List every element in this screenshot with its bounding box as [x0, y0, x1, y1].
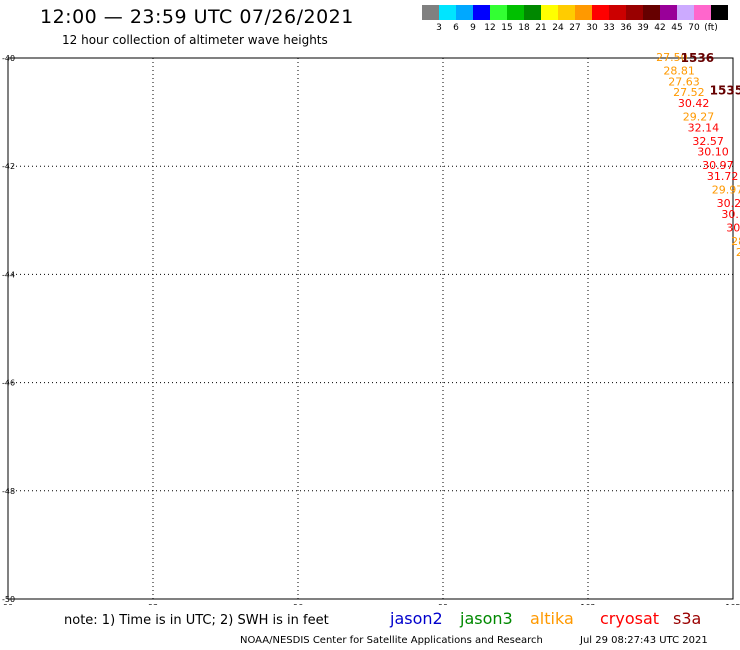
wave-height-value: 27.50 — [656, 51, 688, 64]
colorbar-swatch — [660, 5, 677, 20]
colorbar-label: 9 — [470, 23, 476, 33]
colorbar-label: 12 — [484, 23, 496, 33]
colorbar-label: 70 — [688, 23, 700, 33]
colorbar-swatch — [694, 5, 711, 20]
colorbar-swatch — [439, 5, 456, 20]
lon-tick-label: 105 — [725, 603, 740, 605]
wave-height-points: 27.5028.8127.6327.5230.4229.2732.1432.57… — [656, 51, 740, 259]
wave-height-value: 29.27 — [683, 111, 715, 124]
pass-time-label: 1536 — [681, 51, 714, 65]
legend-cryosat: cryosat — [600, 609, 660, 628]
units-note: note: 1) Time is in UTC; 2) SWH is in fe… — [64, 613, 329, 628]
wave-height-value: 29.70 — [736, 246, 740, 259]
lat-tick-label: -46 — [2, 379, 15, 388]
map-frame — [7, 57, 734, 600]
lon-tick-label: 102 — [580, 603, 595, 605]
colorbar-swatch — [626, 5, 643, 20]
wave-height-value: 32.14 — [688, 121, 720, 134]
lat-tick-label: -44 — [2, 270, 15, 279]
wave-height-map: -40-42-44-46-48-509093969910210527.5028.… — [2, 51, 740, 605]
footer-credit: NOAA/NESDIS Center for Satellite Applica… — [240, 635, 543, 646]
colorbar-swatch — [456, 5, 473, 20]
colorbar-label: 18 — [518, 23, 530, 33]
colorbar-label: 45 — [671, 23, 683, 33]
map-title: 12:00 — 23:59 UTC 07/26/2021 — [40, 6, 354, 28]
colorbar-label: 33 — [603, 23, 615, 33]
wave-height-value: 30.10 — [697, 146, 729, 159]
legend-jason3: jason3 — [460, 609, 513, 628]
wave-height-value: 31.72 — [707, 170, 739, 183]
lat-tick-label: -40 — [2, 54, 15, 63]
lon-tick-label: 90 — [3, 603, 13, 605]
colorbar-swatch — [592, 5, 609, 20]
colorbar-swatch — [575, 5, 592, 20]
colorbar-label: 27 — [569, 23, 581, 33]
colorbar-swatch — [524, 5, 541, 20]
wave-height-value: 27.52 — [673, 86, 705, 99]
lon-tick-label: 99 — [438, 603, 448, 605]
wave-height-value: 27.63 — [668, 75, 700, 88]
colorbar-label: 24 — [552, 23, 564, 33]
colorbar-label: 30 — [586, 23, 598, 33]
wave-height-value: 30.26 — [717, 197, 740, 210]
colorbar-label: 15 — [501, 23, 513, 33]
colorbar-label: 21 — [535, 23, 547, 33]
pass-time-label: 1535 — [710, 83, 740, 97]
wave-height-value: 30.42 — [678, 97, 710, 110]
wave-height-value: 29.97 — [712, 184, 740, 197]
colorbar-label: 3 — [436, 23, 442, 33]
colorbar-label: 42 — [654, 23, 666, 33]
legend-s3a: s3a — [673, 609, 702, 628]
colorbar-swatch — [473, 5, 490, 20]
colorbar-label: 39 — [637, 23, 649, 33]
lon-tick-label: 96 — [293, 603, 303, 605]
colorbar-label: 6 — [453, 23, 459, 33]
wave-height-value: 32.57 — [692, 135, 724, 148]
lat-tick-label: -48 — [2, 487, 15, 496]
colorbar-label: 36 — [620, 23, 632, 33]
lat-tick-label: -42 — [2, 162, 15, 171]
wave-height-value: 30.97 — [702, 159, 734, 172]
colorbar-swatch — [541, 5, 558, 20]
colorbar-swatch — [490, 5, 507, 20]
legend-altika: altika — [530, 609, 574, 628]
colorbar-swatch — [422, 5, 439, 20]
lon-tick-label: 93 — [148, 603, 158, 605]
lat-tick-label: -50 — [2, 595, 15, 604]
colorbar-swatch — [609, 5, 626, 20]
wave-height-value: 28.81 — [663, 65, 695, 78]
colorbar-swatch — [507, 5, 524, 20]
colorbar-swatch — [643, 5, 660, 20]
legend-jason2: jason2 — [390, 609, 443, 628]
footer-timestamp: Jul 29 08:27:43 UTC 2021 — [580, 635, 708, 646]
wave-height-value: 28.82 — [731, 235, 740, 248]
map-subtitle: 12 hour collection of altimeter wave hei… — [62, 33, 328, 47]
colorbar-swatch — [677, 5, 694, 20]
colorbar-swatch — [558, 5, 575, 20]
colorbar-swatch — [711, 5, 728, 20]
wave-height-value: 30.10 — [721, 208, 740, 221]
colorbar-label: (ft) — [704, 23, 718, 33]
wave-height-value: 30.03 — [726, 221, 740, 234]
